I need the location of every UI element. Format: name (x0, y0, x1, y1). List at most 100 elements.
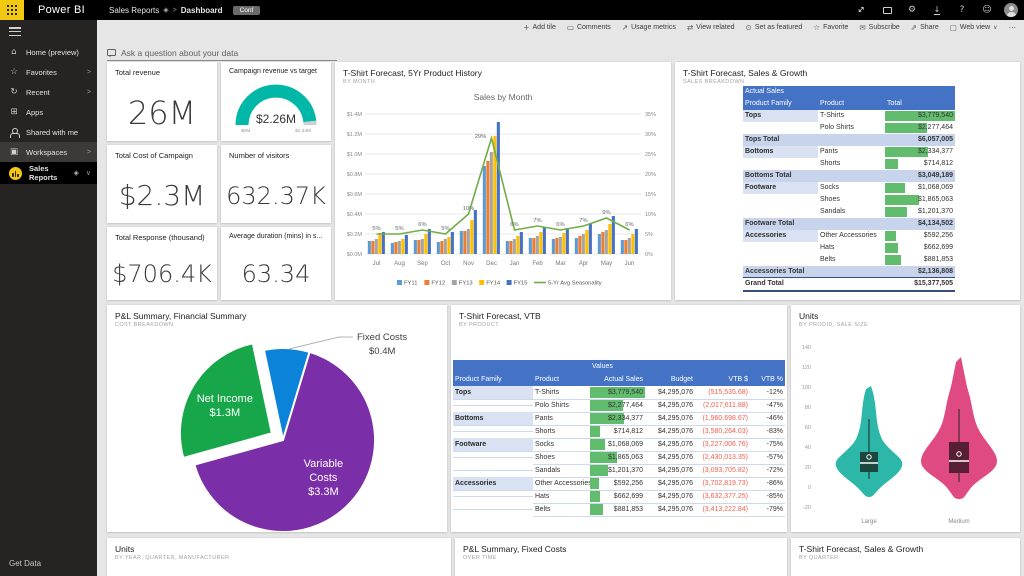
kpi-value: 26M (127, 94, 197, 133)
user-avatar[interactable] (1004, 3, 1018, 17)
column-header[interactable]: VTB % (761, 376, 783, 383)
kpi-card-avg-duration[interactable]: Average duration (mins) in s... 63.34 (221, 227, 331, 300)
sidebar-item-apps[interactable]: ⊞ Apps (0, 102, 97, 122)
table-row[interactable]: Sandals $1,201,370 $4,295,076 (3,093,705.82… (453, 464, 785, 478)
svg-text:7%: 7% (533, 218, 541, 224)
tile-title: T-Shirt Forecast, VTB (459, 311, 541, 321)
toolbar-item-subscribe[interactable]: ✉ Subscribe (859, 23, 899, 32)
toolbar-item-share[interactable]: ⇗ Share (911, 23, 939, 32)
column-header[interactable]: Product Family (455, 376, 502, 383)
qna-input[interactable]: Ask a question about your data (107, 45, 337, 61)
toolbar-item-view-related[interactable]: ⇄ View related (687, 23, 735, 32)
table-header-group: Values (453, 360, 785, 373)
svg-text:$0.4M: $0.4M (369, 346, 395, 357)
kpi-card-total-response[interactable]: Total Response (thousand) $706.4K (107, 227, 217, 300)
toolbar-label: Usage metrics (631, 24, 676, 31)
kpi-title: Total Cost of Campaign (115, 151, 193, 160)
column-header[interactable]: Budget (670, 376, 693, 383)
svg-text:Jun: Jun (625, 261, 635, 267)
gauge-tile-campaign-revenue[interactable]: Campaign revenue vs target $2.26M $0M $2.3… (221, 62, 331, 141)
units-violin-tile[interactable]: Units BY PRODID, SALE SIZE 140 120 100 80 60… (791, 305, 1020, 532)
sidebar-item-shared-with-me[interactable]: Shared with me (0, 122, 97, 142)
sales-growth-table-tile[interactable]: T-Shirt Forecast, Sales & Growth SALES B… (675, 62, 1020, 300)
svg-text:FY14: FY14 (486, 281, 501, 287)
column-header[interactable]: Actual Sales (604, 376, 643, 383)
table-row[interactable]: Footware Total $4,134,502 (743, 218, 955, 230)
table-row[interactable]: Tops T-Shirts $3,779,540 $4,295,076 (515,535… (453, 385, 785, 400)
table-row[interactable]: Grand Total $15,377,505 (743, 276, 955, 292)
tile-title: T-Shirt Forecast, Sales & Growth (799, 544, 924, 554)
table-row[interactable]: Polo Shirts $2,277,464 $4,295,076 (2,017,61… (453, 399, 785, 413)
pnl-fixed-costs-tile[interactable]: P&L Summary, Fixed Costs OVER TIME (455, 538, 787, 576)
table-row[interactable]: Tops T-Shirts $3,779,540 (743, 110, 955, 122)
table-row[interactable]: Footware Socks $1,068,069 (743, 182, 955, 194)
tile-subtitle: SALES BREAKDOWN (683, 79, 745, 85)
hamburger-menu-icon[interactable] (9, 27, 21, 36)
toolbar-label: Favorite (823, 24, 849, 31)
column-header[interactable]: Product Family (745, 100, 792, 107)
table-row[interactable]: Hats $662,699 $4,295,076 (3,632,377.25) -85% (453, 490, 785, 504)
toolbar-item-add-tile[interactable]: + Add tile (523, 23, 556, 32)
table-row[interactable]: Polo Shirts $2,277,464 (820, 123, 953, 133)
breadcrumb-page[interactable]: Dashboard (180, 5, 223, 15)
column-header[interactable]: Product (535, 376, 560, 383)
sales-by-month-tile[interactable]: T-Shirt Forecast, 5Yr Product History BY… (335, 62, 671, 300)
sidebar-item-sales-reports[interactable]: Sales Reports ◈ ∨ (0, 162, 97, 184)
web-view-icon: ▢ (949, 23, 957, 32)
toolbar-item-comments[interactable]: ▭ Comments (567, 23, 611, 32)
table-row[interactable]: Shorts $714,812 $4,295,076 (3,580,264.03) -8… (453, 425, 785, 439)
table-row[interactable]: Hats $662,699 (820, 243, 953, 253)
table-row[interactable]: Shoes $1,865,063 $4,295,076 (2,430,013.35) -… (453, 451, 785, 465)
column-header[interactable]: VTB $ (728, 376, 748, 383)
vtb-table-tile[interactable]: T-Shirt Forecast, VTB BY PRODUCT Values P… (451, 305, 787, 532)
table-row[interactable]: Footware Socks $1,068,069 $4,295,076 (3,227,… (453, 437, 785, 452)
sales-growth-quarter-tile[interactable]: T-Shirt Forecast, Sales & Growth BY QUAR… (791, 538, 1020, 576)
table-row[interactable]: Accessories Other Accessories $592,256 (743, 230, 955, 242)
toolbar-item-set-as-featured[interactable]: ⊙ Set as featured (746, 23, 803, 32)
kpi-value: $2.3M (118, 179, 206, 213)
column-header[interactable]: Product (820, 100, 845, 107)
table-row[interactable]: Bottoms Pants $2,334,377 $4,295,076 (1,960,6… (453, 411, 785, 426)
svg-text:60: 60 (805, 425, 811, 431)
breadcrumb-workspace[interactable]: Sales Reports (109, 5, 160, 15)
help-icon[interactable]: ? (959, 5, 965, 15)
waffle-menu-icon[interactable] (0, 0, 24, 20)
svg-text:$1.4M: $1.4M (347, 112, 363, 118)
monitor-icon[interactable] (879, 2, 895, 18)
kpi-card-total-cost[interactable]: Total Cost of Campaign $2.3M (107, 145, 217, 223)
toolbar-item-web-view[interactable]: ▢ Web view ∨ (950, 23, 998, 32)
table-row[interactable]: Tops Total $6,057,005 (743, 134, 955, 146)
settings-gear-icon[interactable]: ⚙ (907, 5, 917, 15)
sidebar-item-recent[interactable]: ↻ Recent > (0, 82, 97, 102)
table-row[interactable]: Shoes $1,865,063 (820, 195, 953, 205)
fit-to-screen-icon[interactable]: ↔ (855, 3, 869, 17)
table-row[interactable]: Bottoms Pants $2,334,377 (743, 146, 955, 158)
table-row[interactable]: Accessories Total $2,136,808 (743, 266, 955, 278)
kpi-card-total-revenue[interactable]: Total revenue 26M (107, 62, 217, 141)
sidebar-item-workspaces[interactable]: ▣ Workspaces > (0, 142, 97, 162)
sidebar-item-favorites[interactable]: ☆ Favorites > (0, 62, 97, 82)
tile-title: Units (799, 311, 819, 321)
table-row[interactable]: Belts $881,853 $4,295,076 (3,413,222.84) -79… (453, 503, 785, 517)
table-row[interactable]: Sandals $1,201,370 (820, 207, 953, 217)
table-row[interactable]: Bottoms Total $3,049,189 (743, 170, 955, 182)
svg-text:40: 40 (805, 445, 811, 451)
table-row[interactable]: Belts $881,853 (820, 255, 953, 265)
table-row[interactable]: Shorts $714,812 (820, 159, 953, 169)
breadcrumb-separator-icon: > (172, 6, 177, 14)
column-header[interactable]: Total (887, 100, 902, 107)
feedback-smiley-icon[interactable]: ☺ (982, 5, 992, 15)
pnl-pie-tile[interactable]: P&L Summary, Financial Summary COST BREA… (107, 305, 447, 532)
table-row[interactable]: Accessories Other Accessories $592,256 $4,2… (453, 476, 785, 491)
svg-text:9%: 9% (602, 210, 610, 216)
toolbar-item-usage-metrics[interactable]: ↗ Usage metrics (622, 23, 676, 32)
toolbar-label: Share (920, 24, 939, 31)
tile-subtitle: BY YEAR, QUARTER, MANUFACTURER (115, 555, 230, 561)
get-data-link[interactable]: Get Data (9, 559, 42, 568)
download-icon[interactable]: ↓ (933, 4, 941, 15)
units-by-year-tile[interactable]: Units BY YEAR, QUARTER, MANUFACTURER (107, 538, 451, 576)
sidebar-item-home[interactable]: ⌂ Home (preview) (0, 42, 97, 62)
toolbar-item-favorite[interactable]: ☆ Favorite (813, 23, 848, 32)
kpi-card-visitors[interactable]: Number of visitors 632.37K (221, 145, 331, 223)
toolbar-item-more-options[interactable]: ⋯ (1009, 23, 1017, 32)
